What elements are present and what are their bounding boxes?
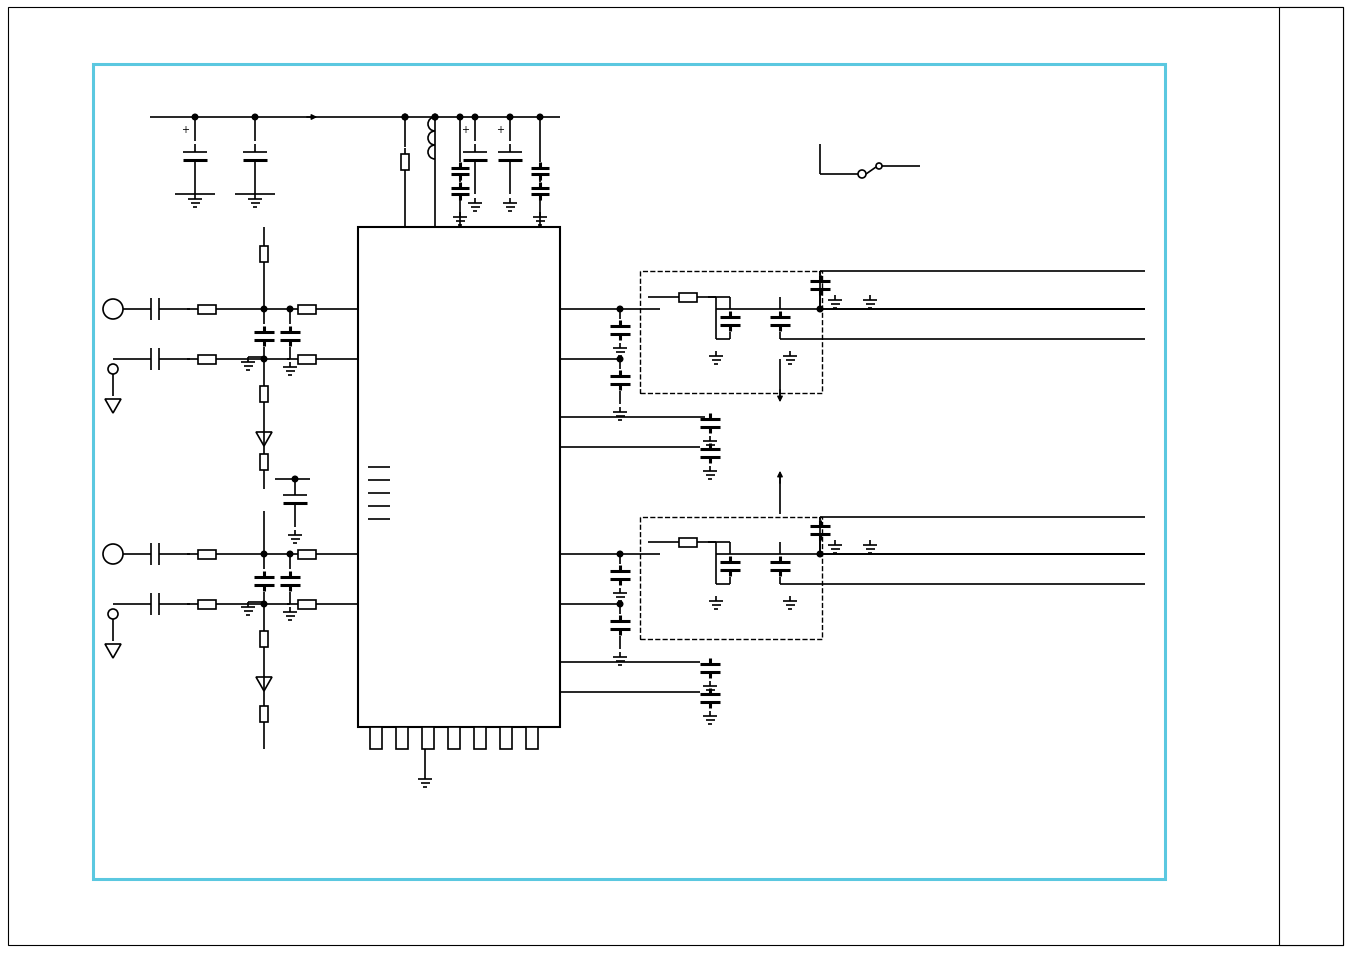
Circle shape [473,115,478,121]
Circle shape [457,115,463,121]
Bar [526,727,538,749]
Bar [640,272,821,394]
Circle shape [432,115,438,121]
Circle shape [617,356,623,362]
Bar [299,306,316,314]
Bar [199,306,216,314]
Bar [680,294,697,303]
Circle shape [261,601,266,607]
Circle shape [432,115,438,121]
Circle shape [617,601,623,607]
Bar [299,355,316,365]
Bar [422,727,434,749]
Bar [640,517,821,639]
Circle shape [288,307,293,313]
Bar [1279,8,1343,945]
Circle shape [261,307,266,313]
Bar [449,727,459,749]
Bar [299,600,316,609]
Bar [500,727,512,749]
Circle shape [261,552,266,558]
Bar [299,551,316,559]
Bar [199,551,216,559]
Bar [474,727,486,749]
Bar [358,228,561,727]
Circle shape [403,115,408,121]
Circle shape [292,476,297,482]
Bar [93,65,1165,879]
Circle shape [817,552,823,558]
Circle shape [253,115,258,121]
Circle shape [192,115,197,121]
Bar [259,247,267,263]
Bar [396,727,408,749]
Circle shape [538,115,543,121]
Text: +: + [461,125,469,135]
Circle shape [507,115,513,121]
Bar [370,727,382,749]
Text: +: + [496,125,504,135]
Text: +: + [181,125,189,135]
Bar [259,387,267,402]
Circle shape [403,115,408,121]
Bar [199,355,216,365]
Bar [199,600,216,609]
Circle shape [657,307,663,313]
Circle shape [657,552,663,558]
Bar [680,538,697,547]
Bar [259,455,267,471]
Circle shape [261,356,266,362]
Bar [259,706,267,722]
Circle shape [617,307,623,313]
Circle shape [817,307,823,313]
Bar [259,631,267,647]
Circle shape [288,552,293,558]
Bar [401,154,409,171]
Circle shape [617,552,623,558]
